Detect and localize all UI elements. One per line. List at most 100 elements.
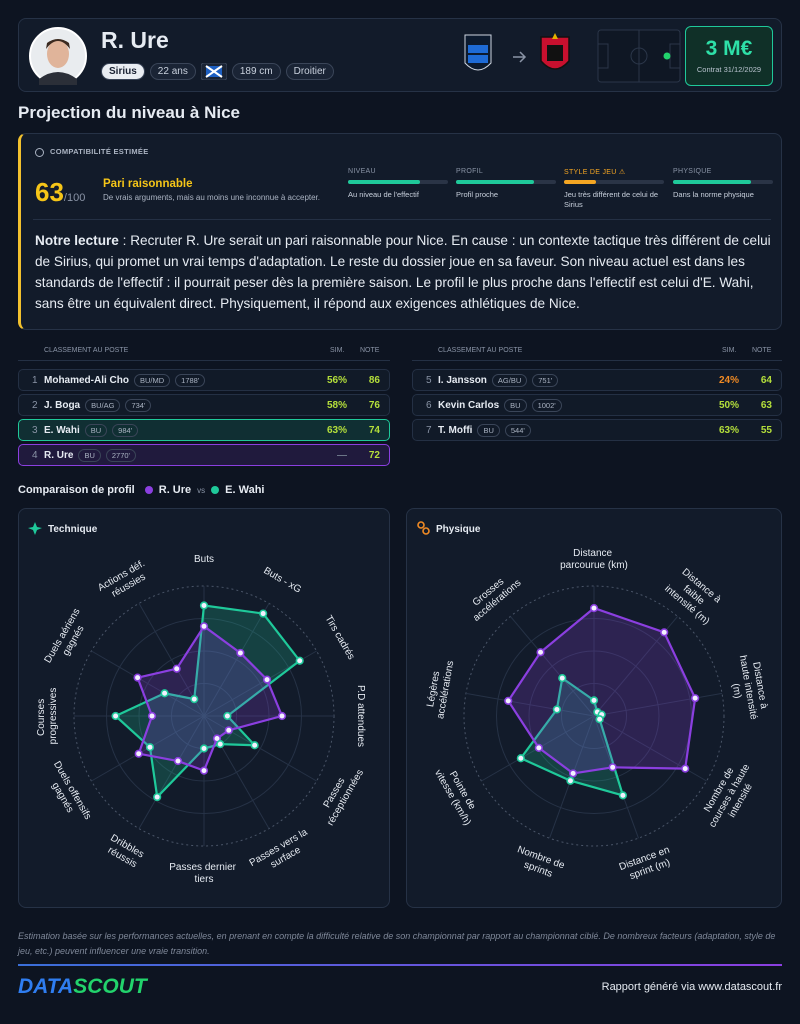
criterion-bar <box>673 180 751 184</box>
spoke <box>91 650 205 717</box>
player-tag: BU <box>84 424 108 437</box>
verdict: Pari raisonnable <box>103 178 193 190</box>
radar-point <box>295 656 304 665</box>
criterion-text: Profil proche <box>456 190 499 199</box>
radar-point <box>608 763 617 772</box>
rank-rule <box>18 360 390 361</box>
note: 74 <box>368 425 380 436</box>
rank-number: 3 <box>32 425 38 436</box>
rank-player: Mohamed-Ali Cho BU/MD 1788' <box>44 374 206 387</box>
radar-point <box>236 648 245 658</box>
radar-point <box>173 756 183 766</box>
player-tag: 751' <box>532 374 559 387</box>
player-name: E. Wahi <box>44 425 80 436</box>
radar-point <box>199 744 209 753</box>
player-tag: BU/AG <box>85 399 121 412</box>
radar-point <box>552 705 561 714</box>
axis-label: Actions déf. réussies <box>96 556 155 603</box>
axis-label: Pointe de vitesse (km/h) <box>432 762 483 827</box>
rank-player: Kevin Carlos BU 1002' <box>438 399 562 412</box>
spoke <box>203 715 317 782</box>
rank-header: SIM. <box>330 347 345 354</box>
criterion-label: PROFIL <box>456 168 484 175</box>
player-name: R. Ure <box>101 27 169 53</box>
radar-point <box>259 609 268 618</box>
spoke <box>203 603 270 717</box>
icon <box>28 522 42 535</box>
player-tag: 734' <box>125 399 152 412</box>
radar-point <box>262 675 272 684</box>
radar-point <box>216 740 225 749</box>
reading: Notre lecture : Recruter R. Ure serait u… <box>35 230 773 314</box>
radar-point <box>595 715 604 724</box>
player-tag: 1788' <box>175 374 206 387</box>
player-tag: BU/MD <box>134 374 171 387</box>
radar-panel: Technique Buts Buts - xG Tirs cadrés P.D att… <box>18 508 390 908</box>
radar-point <box>172 664 181 673</box>
criterion-track <box>564 180 664 184</box>
icon <box>417 521 430 535</box>
player-tag: 189 cm <box>231 63 281 80</box>
radar-point <box>536 648 545 657</box>
note: 86 <box>368 375 380 386</box>
spoke <box>203 715 270 829</box>
verdict-desc: De vrais arguments, mais au moins une in… <box>103 193 321 202</box>
player-name: Kevin Carlos <box>438 400 500 411</box>
chart-title: Physique <box>436 524 481 535</box>
axis-label: Buts <box>194 554 214 565</box>
radar-point <box>133 673 142 682</box>
rank-rule <box>412 360 782 361</box>
similarity: — <box>337 450 347 461</box>
radar-point <box>147 711 157 721</box>
note: 76 <box>368 400 380 411</box>
player-tag: 984' <box>112 424 139 437</box>
radar-point <box>566 776 575 785</box>
player-tag: 2770' <box>105 449 136 462</box>
rank-row: 7 T. Moffi BU 544' 63% 55 <box>412 419 782 441</box>
rank-row: 3 E. Wahi BU 984' 63% 74 <box>18 419 390 441</box>
credit: Rapport généré via www.datascout.fr <box>601 981 782 993</box>
compatibility-card: COMPATIBILITÉ ESTIMÉE 63/100 Pari raison… <box>18 133 782 330</box>
radar-panel: Physique Distance parcourue (km) Distance … <box>406 508 782 908</box>
reading-text: : Recruter R. Ure serait un pari raisonn… <box>35 233 771 311</box>
spoke <box>510 616 595 717</box>
footnote: Estimation basée sur les performances ac… <box>18 931 776 956</box>
rank-player: T. Moffi BU 544' <box>438 424 531 437</box>
criterion-label: NIVEAU <box>348 168 376 175</box>
radar-point <box>153 792 162 802</box>
rank-row: 2 J. Boga BU/AG 734' 58% 76 <box>18 394 390 416</box>
comparison-title: Comparaison de profil <box>18 484 135 496</box>
similarity: 63% <box>326 425 347 436</box>
rank-number: 6 <box>426 400 432 411</box>
radar-point <box>250 741 259 750</box>
radar-point <box>534 743 543 752</box>
axis-label: Passes dernier tiers <box>169 862 238 885</box>
comparison-header: Comparaison de profil R. Ure vs E. Wahi <box>18 484 264 496</box>
radar-point <box>224 726 233 735</box>
player-tag: AG/BU <box>491 374 528 387</box>
player-tag: 22 ans <box>149 63 196 80</box>
rank-number: 2 <box>32 400 38 411</box>
note: 72 <box>368 450 380 461</box>
axis-label: Distance en sprint (m) <box>618 843 678 884</box>
divider <box>18 964 782 966</box>
axis-label: Distance parcourue (km) <box>560 548 628 571</box>
radar-point <box>589 696 599 705</box>
rank-row: 6 Kevin Carlos BU 1002' 50% 63 <box>412 394 782 416</box>
criterion-bar <box>456 180 534 184</box>
radar-point <box>190 695 199 704</box>
rank-number: 4 <box>32 450 38 461</box>
compat-label-text: COMPATIBILITÉ ESTIMÉE <box>50 147 149 156</box>
note: 64 <box>760 375 772 386</box>
axis-label: Passes réceptionnées <box>314 762 365 828</box>
grid-ring <box>463 585 725 847</box>
radar-point <box>277 711 287 721</box>
avatar <box>29 27 87 85</box>
axis-label: Grosses accélérations <box>463 568 523 623</box>
similarity: 24% <box>718 375 739 386</box>
radar-point <box>223 711 232 721</box>
rank-number: 1 <box>32 375 38 386</box>
player-tag: 1002' <box>531 399 562 412</box>
